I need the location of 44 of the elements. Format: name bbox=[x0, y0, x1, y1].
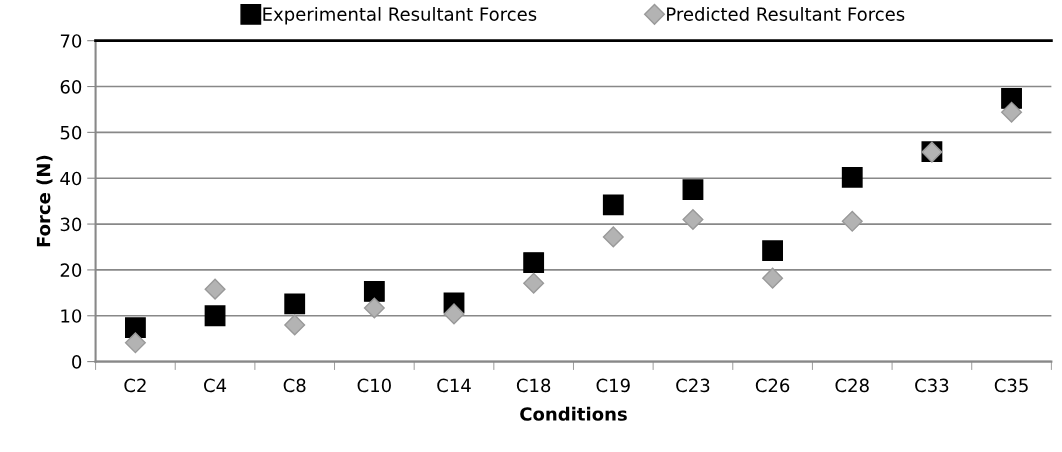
y-tick-label: 20 bbox=[60, 263, 82, 278]
x-tick-label: C2 bbox=[124, 378, 146, 393]
x-tick-label: C14 bbox=[437, 378, 471, 393]
x-tick-label: C28 bbox=[835, 378, 869, 393]
x-tick-label: C23 bbox=[676, 378, 710, 393]
point bbox=[204, 305, 226, 327]
point bbox=[682, 179, 704, 201]
point bbox=[762, 267, 784, 289]
x-axis-title: Conditions bbox=[520, 406, 627, 421]
y-tick-label: 40 bbox=[60, 171, 82, 186]
x-tick-label: C35 bbox=[994, 378, 1028, 393]
point bbox=[284, 293, 306, 315]
x-tick-label: C4 bbox=[204, 378, 227, 393]
point bbox=[363, 297, 385, 319]
point bbox=[284, 314, 306, 336]
point bbox=[523, 252, 545, 273]
legend-label: Experimental Resultant Forces bbox=[263, 6, 537, 25]
point bbox=[682, 208, 704, 230]
x-tick-label: C8 bbox=[283, 378, 306, 393]
y-tick-label: 50 bbox=[60, 125, 82, 140]
y-tick-label: 60 bbox=[60, 79, 82, 94]
x-tick-label: C33 bbox=[915, 378, 949, 393]
point bbox=[124, 317, 146, 339]
x-tick-label: C26 bbox=[755, 378, 790, 393]
y-axis-title: Force (N) bbox=[36, 155, 53, 247]
point bbox=[204, 278, 226, 300]
y-tick-label: 10 bbox=[61, 309, 82, 323]
point bbox=[1001, 101, 1023, 123]
point bbox=[841, 166, 863, 188]
y-tick-label: 30 bbox=[60, 217, 82, 232]
x-tick-label: C10 bbox=[357, 378, 391, 393]
point bbox=[363, 281, 385, 302]
x-tick-label: C19 bbox=[596, 378, 630, 393]
x-tick-label: C18 bbox=[516, 378, 551, 393]
point bbox=[124, 332, 146, 354]
point bbox=[602, 226, 624, 248]
point bbox=[762, 240, 784, 262]
point bbox=[841, 210, 863, 232]
point bbox=[523, 272, 545, 294]
point bbox=[443, 303, 465, 325]
y-tick-label: 70 bbox=[60, 34, 82, 48]
legend-label: Predicted Resultant Forces bbox=[667, 6, 905, 21]
point bbox=[602, 194, 624, 216]
y-tick-label: 0 bbox=[72, 355, 82, 369]
